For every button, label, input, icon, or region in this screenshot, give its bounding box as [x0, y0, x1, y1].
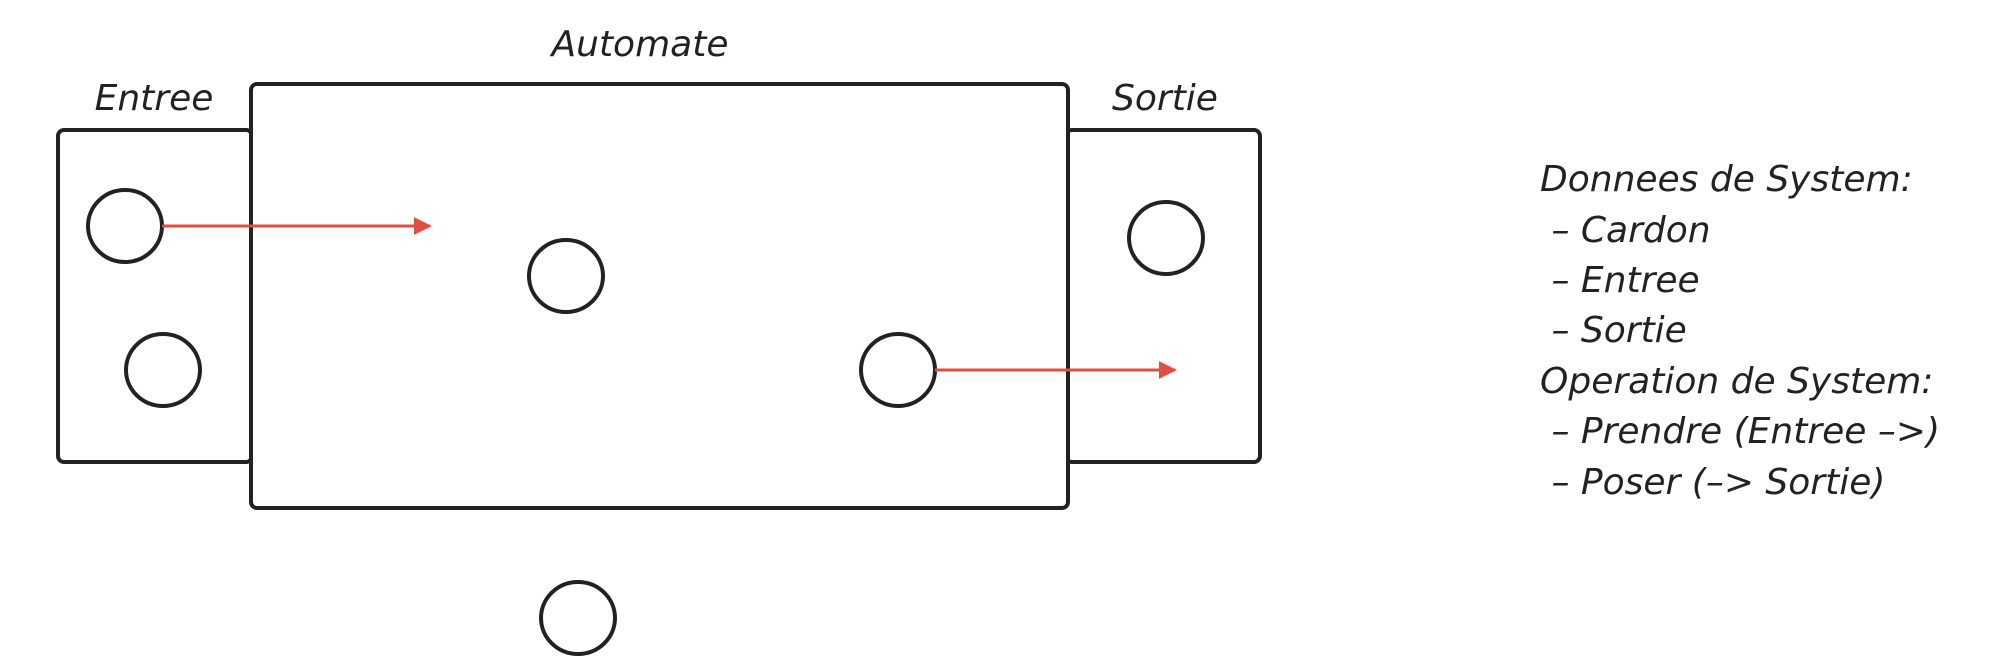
info-panel: Donnees de System: – Cardon – Entree – S… — [1540, 159, 1940, 503]
sortie-cardon-circle — [1127, 200, 1205, 276]
info-line: – Prendre (Entree –>) — [1540, 411, 1940, 452]
info-line: – Poser (–> Sortie) — [1540, 462, 1885, 503]
entree-cardon-circle-1 — [86, 188, 164, 264]
entree-cardon-circle-2 — [124, 332, 202, 408]
outside-cardon-circle — [539, 580, 617, 656]
sortie-label: Sortie — [1112, 78, 1218, 119]
info-line: – Sortie — [1540, 310, 1687, 351]
automate-cardon-circle-1 — [527, 238, 605, 314]
entree-box — [56, 128, 254, 464]
info-line: Operation de System: — [1540, 361, 1933, 402]
info-line: – Entree — [1540, 260, 1700, 301]
automate-label: Automate — [550, 24, 729, 65]
sortie-box — [1064, 128, 1262, 464]
info-line: Donnees de System: — [1540, 159, 1913, 200]
entree-label: Entree — [95, 78, 214, 119]
automate-cardon-circle-2 — [859, 332, 937, 408]
automate-box — [249, 82, 1070, 510]
info-line: – Cardon — [1540, 210, 1711, 251]
